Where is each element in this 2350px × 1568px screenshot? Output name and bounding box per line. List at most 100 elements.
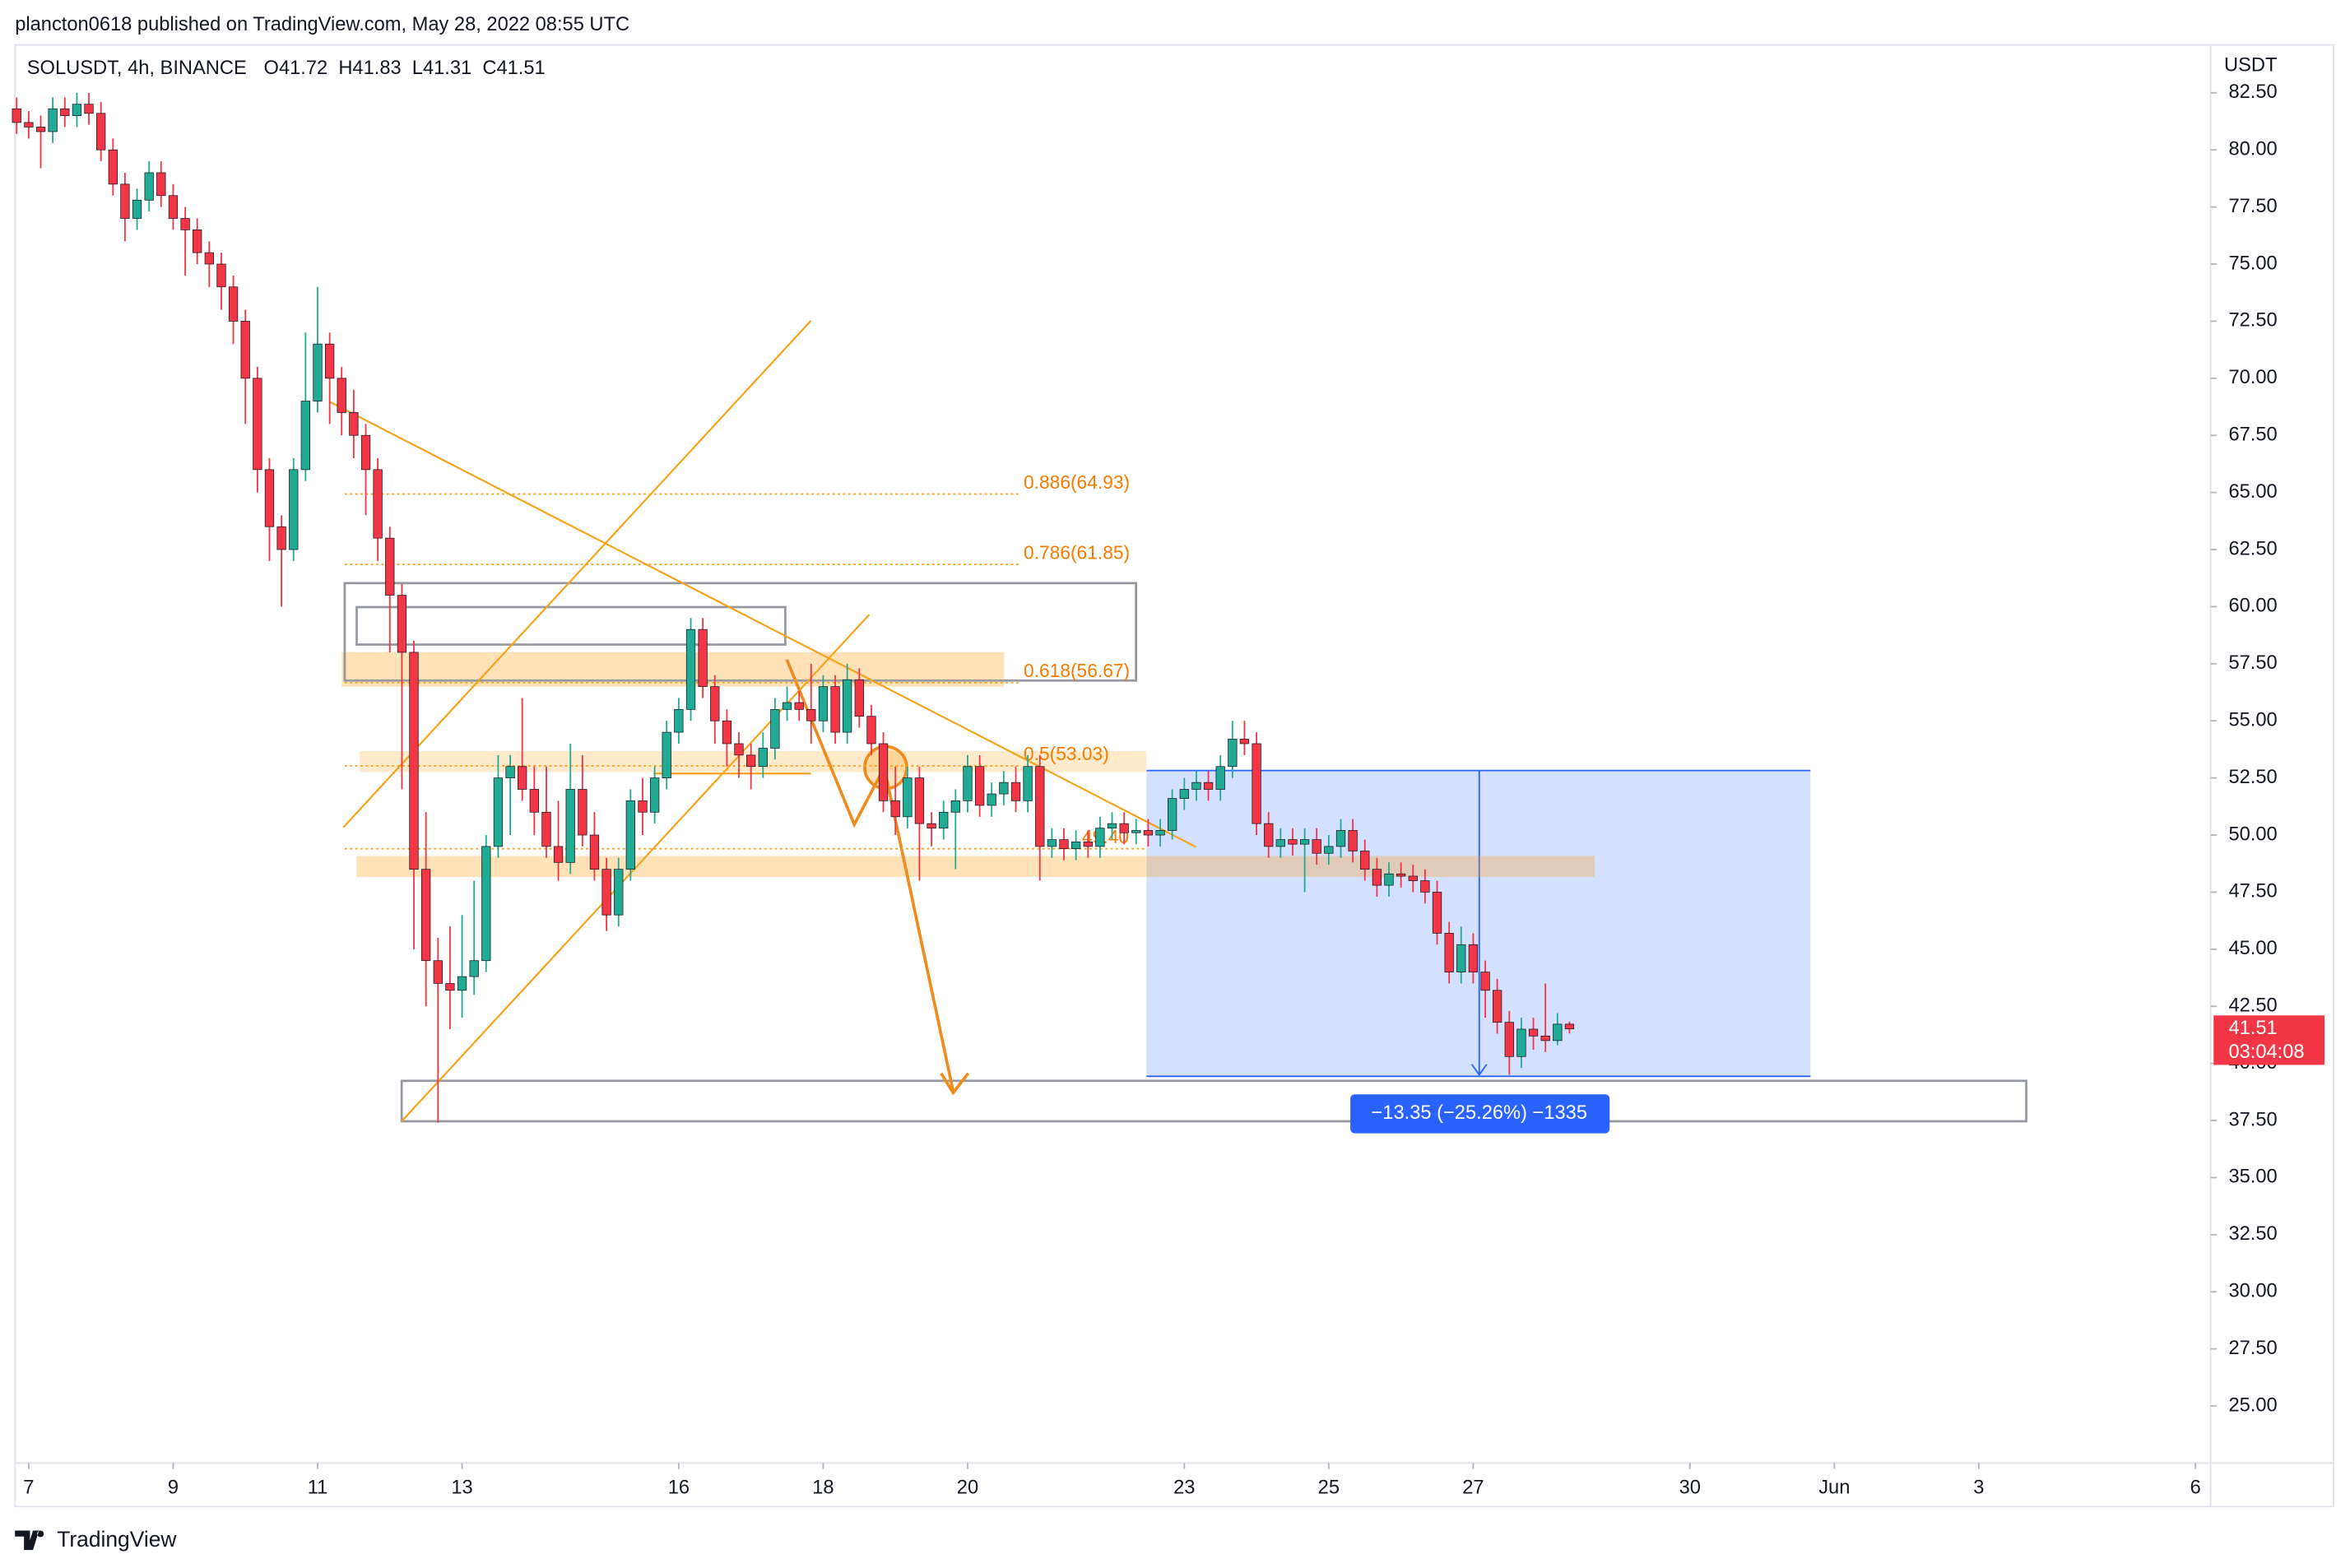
candle-body — [553, 846, 564, 863]
candle-body — [300, 401, 310, 471]
x-tick-label: 13 — [451, 1478, 472, 1499]
y-tick-label: 37.50 — [2228, 1109, 2277, 1130]
candle-body — [289, 469, 299, 550]
candle-body — [1264, 823, 1274, 847]
candle-body — [180, 218, 190, 230]
candle-body — [541, 811, 551, 847]
symbol: SOLUSDT, 4h, BINANCE — [27, 58, 247, 79]
candle-body — [818, 686, 829, 721]
x-tick-label: 6 — [2190, 1478, 2201, 1499]
candle-body — [481, 846, 491, 962]
candle-body — [469, 960, 479, 977]
candle-body — [385, 537, 395, 596]
candle-body — [35, 127, 46, 132]
box — [343, 582, 1138, 682]
candle-body — [746, 754, 756, 768]
x-tick-label: 11 — [308, 1478, 328, 1499]
trendline — [342, 320, 812, 828]
candle-body — [1528, 1028, 1539, 1037]
x-tick-label: 3 — [1973, 1478, 1984, 1499]
candle-body — [108, 149, 118, 185]
y-tick-label: 62.50 — [2228, 538, 2277, 559]
candle-body — [782, 702, 792, 710]
candle-body — [228, 286, 239, 322]
frame — [14, 44, 2334, 1508]
candle-body — [1179, 789, 1189, 799]
candle-body — [1408, 875, 1418, 881]
candle-body — [1312, 839, 1321, 854]
candle-body — [493, 777, 504, 847]
candle-body — [1215, 766, 1225, 790]
candle-body — [903, 777, 913, 818]
y-tick-label: 70.00 — [2228, 367, 2277, 388]
candle-body — [360, 434, 371, 471]
measure-arrowhead — [1470, 1064, 1488, 1077]
box — [355, 605, 787, 646]
candle-body — [240, 321, 250, 379]
candle-body — [24, 122, 34, 128]
candle-body — [939, 811, 949, 829]
y-tick-label: 27.50 — [2228, 1338, 2277, 1359]
candle-body — [578, 789, 588, 836]
candle-body — [397, 595, 407, 653]
candle-body — [710, 686, 720, 721]
y-tick-label: 60.00 — [2228, 596, 2277, 617]
candle-body — [1143, 830, 1154, 836]
candle-body — [12, 108, 21, 123]
y-tick-label: 65.00 — [2228, 481, 2277, 503]
candle-body — [722, 720, 732, 745]
candle-body — [1299, 839, 1310, 845]
y-tick-label: 32.50 — [2228, 1223, 2277, 1245]
candle-body — [409, 652, 419, 870]
y-axis-label: USDT — [2224, 54, 2277, 76]
candle-body — [1348, 830, 1358, 851]
candle-body — [866, 716, 876, 745]
candle-body — [168, 195, 179, 219]
candle-body — [625, 800, 635, 870]
candle-body — [927, 823, 936, 829]
candle-body — [1035, 766, 1045, 847]
candle-body — [1252, 743, 1261, 824]
x-tick-label: 16 — [668, 1478, 690, 1499]
candle-body — [1504, 1022, 1514, 1057]
candle-body — [349, 412, 359, 436]
candle-body — [1540, 1035, 1550, 1041]
candle-body — [96, 113, 106, 151]
x-tick-label: 27 — [1462, 1478, 1484, 1499]
y-tick-label: 45.00 — [2228, 938, 2277, 959]
y-tick-label: 67.50 — [2228, 424, 2277, 445]
footer-logo — [15, 1530, 44, 1551]
candle-body — [638, 800, 648, 813]
candle-body — [565, 789, 575, 863]
ohlc: O41.72 H41.83 L41.31 C41.51 — [264, 58, 546, 79]
x-tick-label: 25 — [1318, 1478, 1340, 1499]
fib-label: 0.5(53.03) — [1024, 743, 1109, 764]
candle-body — [1095, 828, 1105, 847]
candle-body — [1324, 846, 1334, 854]
candle-body — [685, 629, 696, 710]
candle-body — [1083, 841, 1093, 847]
candle-body — [770, 708, 780, 749]
candle-body — [890, 800, 900, 818]
candle-body — [1168, 798, 1177, 831]
y-tick-label: 75.00 — [2228, 253, 2277, 274]
trendline — [401, 614, 871, 1122]
candle-body — [421, 869, 431, 962]
candle-body — [1275, 839, 1285, 847]
y-tick-label: 77.50 — [2228, 196, 2277, 217]
candle-body — [1228, 739, 1238, 768]
y-tick-label: 25.00 — [2228, 1394, 2277, 1416]
x-tick-label: Jun — [1818, 1478, 1850, 1499]
candle-body — [987, 793, 996, 806]
candle-body — [1360, 851, 1370, 870]
candle-body — [216, 263, 226, 288]
candle-body — [1131, 830, 1141, 833]
candle-body — [60, 108, 70, 116]
candle-body — [264, 469, 275, 527]
candle-body — [963, 766, 973, 801]
axes: 25.0027.5030.0032.5035.0037.5040.0042.50… — [23, 81, 2325, 1499]
box — [400, 1079, 2027, 1123]
candle-body — [1071, 841, 1081, 850]
